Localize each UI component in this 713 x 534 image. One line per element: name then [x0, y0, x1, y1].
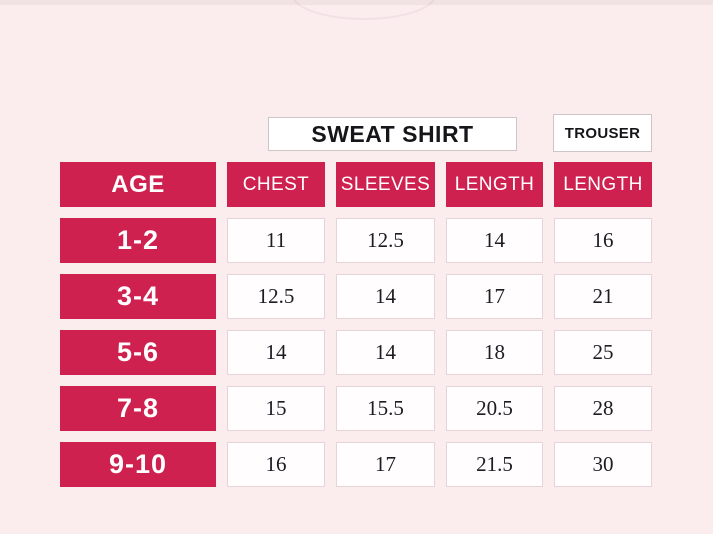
- table-cell: 14: [336, 330, 435, 375]
- table-cell: 14: [336, 274, 435, 319]
- table-cell: 17: [446, 274, 543, 319]
- age-row-label: 9-10: [60, 442, 216, 487]
- age-column-header: AGE: [60, 162, 216, 207]
- table-cell: 16: [227, 442, 325, 487]
- table-cell: 14: [446, 218, 543, 263]
- table-cell: 21: [554, 274, 652, 319]
- table-cell: 15: [227, 386, 325, 431]
- sleeves-column-header: SLEEVES: [336, 162, 435, 207]
- table-cell: 12.5: [336, 218, 435, 263]
- table-cell: 12.5: [227, 274, 325, 319]
- chest-column-header: CHEST: [227, 162, 325, 207]
- table-cell: 11: [227, 218, 325, 263]
- table-cell: 21.5: [446, 442, 543, 487]
- table-cell: 28: [554, 386, 652, 431]
- age-row-label: 1-2: [60, 218, 216, 263]
- faint-garment-outline: [292, 0, 436, 20]
- size-table: AGE CHEST SLEEVES LENGTH LENGTH 1-2 11 1…: [60, 162, 652, 487]
- age-row-label: 7-8: [60, 386, 216, 431]
- table-cell: 30: [554, 442, 652, 487]
- table-cell: 15.5: [336, 386, 435, 431]
- trouser-title-box: TROUSER: [553, 114, 652, 152]
- table-cell: 14: [227, 330, 325, 375]
- table-cell: 20.5: [446, 386, 543, 431]
- sweatshirt-title-box: SWEAT SHIRT: [268, 117, 517, 151]
- table-cell: 25: [554, 330, 652, 375]
- table-cell: 18: [446, 330, 543, 375]
- age-row-label: 5-6: [60, 330, 216, 375]
- table-cell: 17: [336, 442, 435, 487]
- trouser-title-label: TROUSER: [564, 124, 641, 142]
- trouser-length-column-header: LENGTH: [554, 162, 652, 207]
- table-cell: 16: [554, 218, 652, 263]
- length-column-header: LENGTH: [446, 162, 543, 207]
- sweatshirt-title-label: SWEAT SHIRT: [311, 120, 474, 147]
- age-row-label: 3-4: [60, 274, 216, 319]
